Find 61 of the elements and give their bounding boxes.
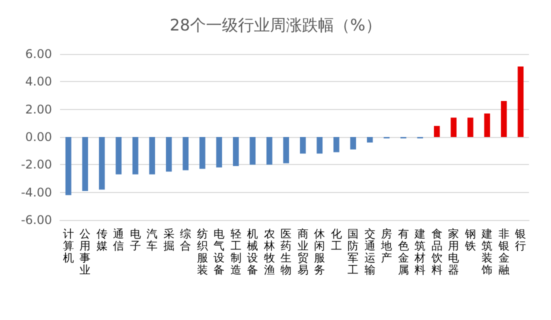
x-tick-label: 计算机 bbox=[62, 228, 74, 264]
x-tick-label: 化工 bbox=[330, 228, 342, 252]
bar bbox=[82, 137, 88, 191]
x-tick-label: 农林牧渔 bbox=[262, 228, 275, 276]
x-tick-label: 电气设备 bbox=[214, 228, 225, 276]
bar bbox=[232, 137, 239, 166]
bar bbox=[300, 137, 306, 154]
y-tick-label: 4.00 bbox=[25, 74, 52, 89]
x-tick-label: 建筑材料 bbox=[414, 228, 426, 276]
x-tick-label: 轻工制造 bbox=[230, 228, 242, 276]
bar bbox=[65, 137, 72, 196]
x-tick-label: 医药生物 bbox=[280, 228, 292, 276]
bar bbox=[166, 137, 172, 172]
bar bbox=[484, 113, 490, 137]
y-tick-label: -6.00 bbox=[20, 213, 52, 227]
bar bbox=[316, 137, 323, 154]
x-tick-label: 国防军工 bbox=[348, 228, 359, 276]
x-tick-label: 交通运输 bbox=[364, 228, 376, 276]
bar bbox=[266, 137, 272, 165]
x-tick-label: 公用事业 bbox=[80, 228, 91, 276]
bar bbox=[518, 66, 524, 137]
x-tick-label: 家用电器 bbox=[448, 228, 460, 276]
bar bbox=[250, 137, 256, 165]
x-tick-label: 机械设备 bbox=[247, 228, 258, 276]
x-tick-label: 房地产 bbox=[380, 228, 392, 264]
y-tick-label: 2.00 bbox=[25, 102, 52, 116]
x-tick-label: 采掘 bbox=[163, 228, 174, 252]
chart-title: 28个一级行业周涨跌幅（%） bbox=[170, 16, 382, 34]
y-tick-label: -2.00 bbox=[20, 158, 52, 172]
bar bbox=[283, 137, 290, 164]
y-tick-label: -4.00 bbox=[20, 185, 52, 200]
x-tick-label: 电子 bbox=[130, 228, 141, 252]
bar bbox=[116, 137, 122, 174]
bar bbox=[450, 118, 457, 137]
x-tick-label: 休闲服务 bbox=[314, 228, 326, 276]
y-tick-label: 6.00 bbox=[25, 47, 52, 61]
bar bbox=[467, 118, 474, 137]
x-tick-label: 银行 bbox=[514, 228, 526, 252]
x-tick-label: 综合 bbox=[180, 228, 192, 252]
x-tick-label: 纺织服装 bbox=[196, 228, 208, 276]
x-tick-label: 通信 bbox=[113, 228, 124, 252]
bar bbox=[500, 101, 507, 137]
bar bbox=[350, 137, 356, 150]
bar bbox=[434, 126, 440, 137]
bar bbox=[366, 137, 373, 143]
x-tick-label: 非银金融 bbox=[497, 228, 510, 276]
bar bbox=[333, 137, 340, 152]
bar bbox=[98, 137, 105, 190]
x-tick-label: 汽车 bbox=[146, 228, 158, 252]
y-tick-label: 0.00 bbox=[25, 130, 52, 144]
x-tick-label: 建筑装饰 bbox=[480, 228, 493, 276]
x-tick-label: 有色金属 bbox=[398, 228, 409, 276]
x-tick-label: 钢铁 bbox=[464, 228, 476, 252]
bar bbox=[182, 137, 189, 170]
bar bbox=[149, 137, 156, 174]
bar bbox=[199, 137, 206, 169]
x-tick-label: 食品饮料 bbox=[430, 228, 442, 276]
bar bbox=[132, 137, 138, 174]
bar bbox=[216, 137, 222, 168]
x-tick-label: 传媒 bbox=[96, 228, 108, 252]
x-tick-label: 商业贸易 bbox=[297, 228, 308, 276]
